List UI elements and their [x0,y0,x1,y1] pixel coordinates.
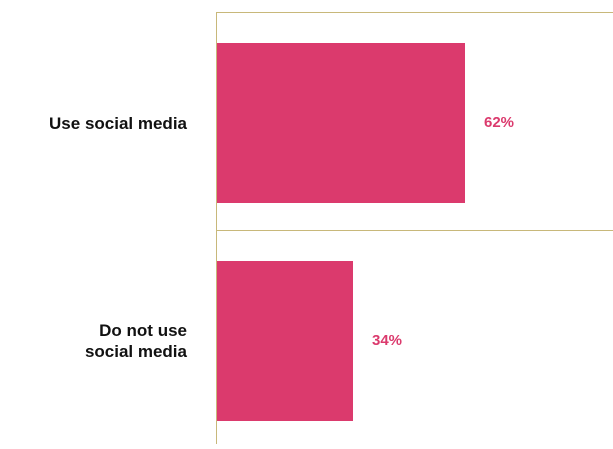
value-label-do-not-use-social-media: 34% [372,332,403,349]
category-label-use-social-media: Use social media [49,113,187,133]
bars-group [217,43,465,421]
bar-use-social-media [217,43,465,203]
bar-do-not-use-social-media [217,261,353,421]
value-label-use-social-media: 62% [484,114,515,131]
category-label-do-not-use-social-media: Do not use social media [84,321,187,361]
